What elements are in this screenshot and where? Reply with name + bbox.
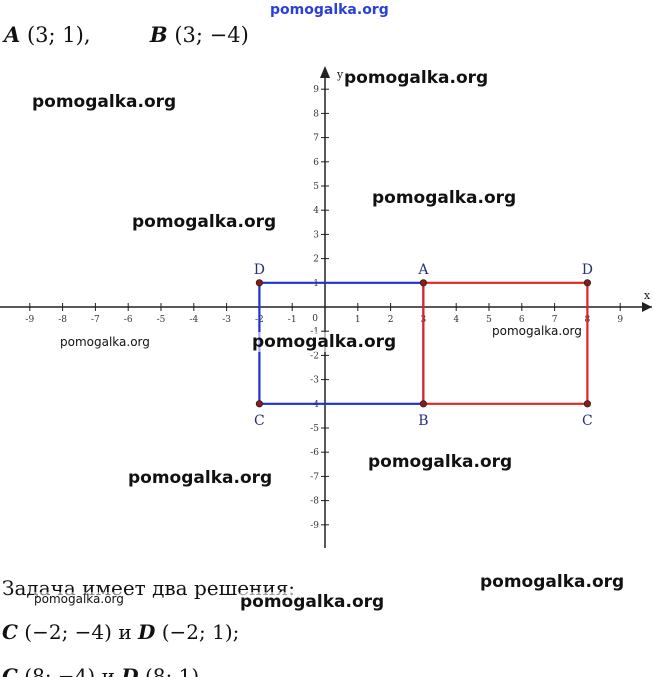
watermark-6[interactable]: pomogalka.org [252,332,397,352]
solution-d-coords: (8; 1). [144,664,206,677]
solution-c-coords: (−2; −4) [24,620,112,644]
x-tick-label: -7 [91,315,100,325]
vertex-point [583,279,592,287]
point-a-coords: (3; 1), [26,23,91,47]
x-axis-arrow-icon [642,302,652,312]
axes: x y [0,66,652,548]
point-a-name: A [4,22,21,47]
vertex-point [583,400,592,408]
y-tick-label: 5 [313,182,319,192]
point-b-name: B [149,22,168,47]
x-tick-label: 2 [388,315,394,325]
watermark-5[interactable]: pomogalka.org [60,335,150,349]
x-axis-label: x [644,289,651,302]
x-tick-label: -8 [58,315,67,325]
x-tick-label: 1 [355,315,361,325]
watermark-10[interactable]: pomogalka.org [480,572,625,592]
solution-line-2: C (−2; −4) и D (−2; 1); [2,610,295,654]
point-labels: D A D C B C [254,262,593,429]
vertex-point [255,279,263,287]
x-tick-label: -6 [124,315,133,325]
y-tick-label: -2 [310,351,319,361]
x-tick-label: 6 [519,315,525,325]
y-tick-label: 3 [313,230,319,240]
y-tick-label: -7 [310,472,319,482]
origin-label: 0 [312,314,318,324]
watermark-12[interactable]: pomogalka.org [240,592,385,612]
watermark-8[interactable]: pomogalka.org [368,452,513,472]
watermark-9[interactable]: pomogalka.org [128,468,273,488]
y-tick-label: 2 [313,255,319,265]
vertex-label-d: D [254,262,265,278]
given-points: A (3; 1), B (3; −4) [4,22,249,47]
solution-c-name: C [2,664,18,677]
solution-and: и [118,620,132,644]
x-tick-label: 9 [617,315,623,325]
y-tick-label: -5 [310,424,319,434]
y-tick-label: 6 [313,158,319,168]
vertex-point [419,279,427,287]
vertex-label-c: C [254,413,265,429]
solution-d-coords: (−2; 1); [161,620,240,644]
solution-d-name: D [138,620,156,644]
y-tick-label: 7 [313,134,319,144]
solution-and: и [101,664,115,677]
watermark-3[interactable]: pomogalka.org [372,188,517,208]
rectangles [255,279,592,408]
x-tick-label: -1 [288,315,297,325]
x-tick-label: -4 [189,315,198,325]
y-tick-label: -8 [310,497,319,507]
solution-text: Задача имеет два решения: C (−2; −4) и D… [2,566,295,677]
site-watermark-top[interactable]: pomogalka.org [270,2,389,18]
watermark-1[interactable]: pomogalka.org [32,92,177,112]
x-tick-label: 7 [552,315,558,325]
x-tick-label: -5 [157,315,166,325]
solution-c-name: C [2,620,18,644]
watermark-11[interactable]: pomogalka.org [34,592,124,606]
y-axis-arrow-icon [320,66,330,78]
y-tick-label: -6 [310,448,319,458]
watermark-4[interactable]: pomogalka.org [132,212,277,232]
vertex-point [419,400,427,408]
point-b-coords: (3; −4) [174,23,249,47]
watermark-2[interactable]: pomogalka.org [344,68,489,88]
vertex-label-d: D [582,262,593,278]
y-tick-label: -9 [310,521,319,531]
x-tick-label: 5 [486,315,492,325]
y-axis-label: y [336,68,344,81]
y-tick-label: 4 [313,206,319,216]
x-tick-label: -9 [25,315,34,325]
solution-c-coords: (8; −4) [24,664,96,677]
vertex-label-a: A [417,262,429,278]
y-tick-label: -3 [310,376,319,386]
y-tick-label: 8 [313,109,319,119]
x-tick-label: 4 [453,315,459,325]
solution-line-3: C (8; −4) и D (8; 1). [2,654,295,677]
solution-d-name: D [121,664,139,677]
x-tick-label: -3 [222,315,231,325]
vertex-label-c: C [582,413,593,429]
watermark-7[interactable]: pomogalka.org [492,324,582,338]
vertex-point [255,400,263,408]
vertex-label-b: B [418,413,428,429]
y-tick-label: 9 [313,85,319,95]
coordinate-plane: x y -9-8-7-6-5-4-3-2-1123456789987654321… [0,66,652,548]
